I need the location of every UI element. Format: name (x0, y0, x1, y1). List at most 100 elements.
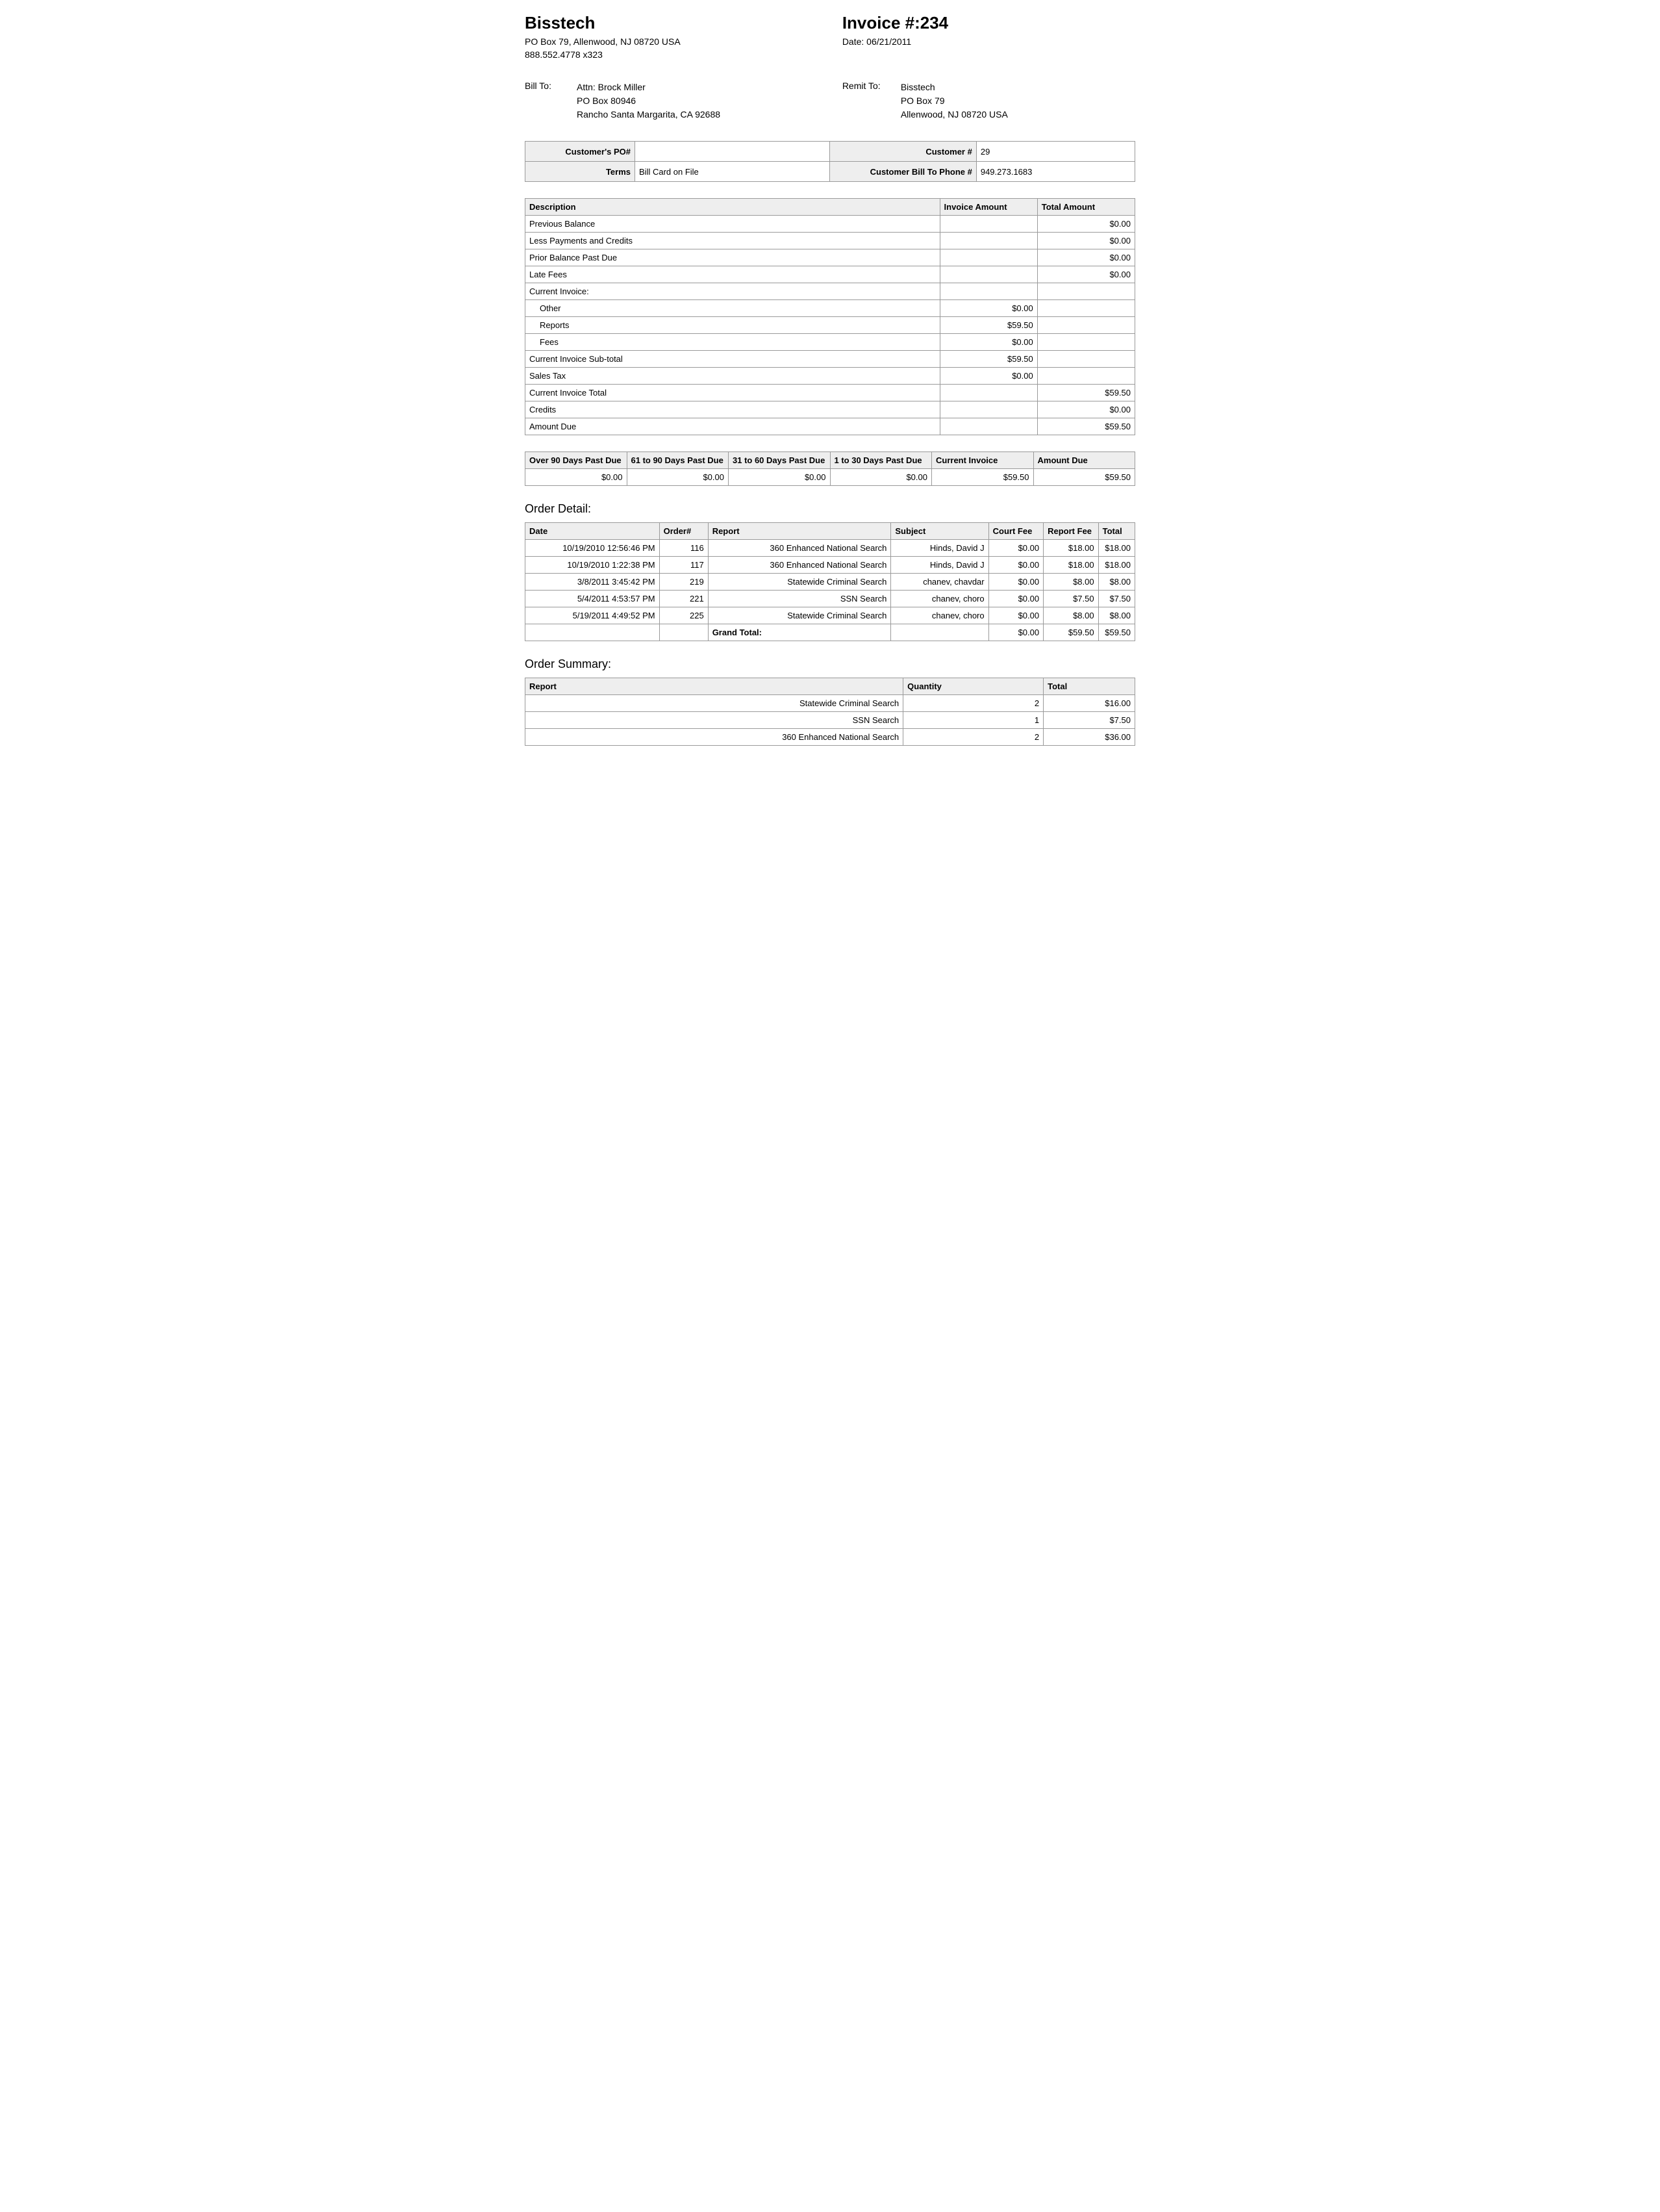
summary-invoice-amount (940, 216, 1037, 233)
customer-info-table: Customer's PO# Customer # 29 Terms Bill … (525, 141, 1135, 182)
aging-value: $59.50 (932, 469, 1034, 486)
order-detail-cell: 221 (659, 591, 708, 607)
order-summary-cell: $7.50 (1044, 712, 1135, 729)
aging-value: $0.00 (729, 469, 831, 486)
billto-phone-value: 949.273.1683 (976, 162, 1135, 182)
aging-value: $0.00 (830, 469, 932, 486)
aging-value: $59.50 (1033, 469, 1135, 486)
order-detail-cell: 219 (659, 574, 708, 591)
aging-header: 61 to 90 Days Past Due (627, 452, 729, 469)
order-summary-header: Quantity (903, 678, 1044, 695)
order-detail-cell: 225 (659, 607, 708, 624)
order-detail-cell (891, 624, 988, 641)
order-detail-cell: chanev, choro (891, 591, 988, 607)
order-summary-title: Order Summary: (525, 657, 1135, 671)
summary-desc: Less Payments and Credits (525, 233, 940, 249)
order-detail-title: Order Detail: (525, 502, 1135, 516)
order-detail-cell: chanev, choro (891, 607, 988, 624)
bill-to-line: Rancho Santa Margarita, CA 92688 (577, 108, 720, 121)
summary-desc: Amount Due (525, 418, 940, 435)
order-detail-cell: $0.00 (988, 607, 1044, 624)
order-detail-header: Court Fee (988, 523, 1044, 540)
order-detail-cell: 116 (659, 540, 708, 557)
summary-total-amount: $0.00 (1037, 266, 1135, 283)
aging-header: 31 to 60 Days Past Due (729, 452, 831, 469)
order-summary-cell: $16.00 (1044, 695, 1135, 712)
order-detail-cell: $18.00 (1098, 540, 1135, 557)
order-detail-cell: 5/19/2011 4:49:52 PM (525, 607, 660, 624)
terms-label: Terms (525, 162, 635, 182)
invoice-header: Bisstech PO Box 79, Allenwood, NJ 08720 … (525, 13, 1135, 61)
grand-total-value: $59.50 (1044, 624, 1099, 641)
summary-total-amount: $0.00 (1037, 216, 1135, 233)
col-total-amount: Total Amount (1037, 199, 1135, 216)
order-summary-cell: 360 Enhanced National Search (525, 729, 903, 746)
order-detail-cell: $8.00 (1098, 607, 1135, 624)
summary-invoice-amount (940, 233, 1037, 249)
summary-total-amount: $0.00 (1037, 233, 1135, 249)
summary-total-amount: $59.50 (1037, 418, 1135, 435)
order-summary-cell: $36.00 (1044, 729, 1135, 746)
aging-table: Over 90 Days Past Due61 to 90 Days Past … (525, 451, 1135, 486)
grand-total-value: $0.00 (988, 624, 1044, 641)
invoice-title: Invoice #:234 (842, 13, 1135, 33)
summary-desc: Previous Balance (525, 216, 940, 233)
order-summary-cell: Statewide Criminal Search (525, 695, 903, 712)
order-detail-cell: Statewide Criminal Search (708, 607, 891, 624)
order-detail-cell: $0.00 (988, 540, 1044, 557)
summary-desc: Fees (525, 334, 940, 351)
order-detail-cell: 360 Enhanced National Search (708, 540, 891, 557)
vendor-name: Bisstech (525, 13, 818, 33)
bill-to-line: PO Box 80946 (577, 94, 720, 108)
summary-desc: Other (525, 300, 940, 317)
order-detail-header: Report Fee (1044, 523, 1099, 540)
grand-total-value: $59.50 (1098, 624, 1135, 641)
summary-invoice-amount (940, 401, 1037, 418)
po-value (635, 142, 830, 162)
aging-value: $0.00 (627, 469, 729, 486)
summary-total-amount (1037, 300, 1135, 317)
summary-desc: Prior Balance Past Due (525, 249, 940, 266)
billto-phone-label: Customer Bill To Phone # (830, 162, 976, 182)
summary-total-amount (1037, 317, 1135, 334)
order-detail-cell: 360 Enhanced National Search (708, 557, 891, 574)
order-detail-cell: $18.00 (1044, 557, 1099, 574)
order-detail-cell: Hinds, David J (891, 540, 988, 557)
summary-total-amount: $0.00 (1037, 401, 1135, 418)
order-detail-header: Total (1098, 523, 1135, 540)
aging-header: 1 to 30 Days Past Due (830, 452, 932, 469)
summary-invoice-amount (940, 418, 1037, 435)
summary-total-amount (1037, 351, 1135, 368)
order-detail-cell: chanev, chavdar (891, 574, 988, 591)
invoice-date: Date: 06/21/2011 (842, 36, 1135, 49)
order-summary-table: ReportQuantityTotal Statewide Criminal S… (525, 678, 1135, 746)
summary-desc: Credits (525, 401, 940, 418)
order-detail-header: Subject (891, 523, 988, 540)
order-detail-cell: 10/19/2010 12:56:46 PM (525, 540, 660, 557)
summary-total-amount (1037, 368, 1135, 385)
order-detail-cell: $18.00 (1098, 557, 1135, 574)
remit-to-label: Remit To: (842, 81, 901, 121)
order-detail-header: Report (708, 523, 891, 540)
summary-total-amount: $0.00 (1037, 249, 1135, 266)
order-detail-cell: $0.00 (988, 557, 1044, 574)
po-label: Customer's PO# (525, 142, 635, 162)
order-summary-cell: SSN Search (525, 712, 903, 729)
order-detail-table: DateOrder#ReportSubjectCourt FeeReport F… (525, 522, 1135, 641)
order-detail-cell: $8.00 (1044, 574, 1099, 591)
remit-to-line: Allenwood, NJ 08720 USA (901, 108, 1008, 121)
summary-invoice-amount (940, 249, 1037, 266)
customer-number-value: 29 (976, 142, 1135, 162)
summary-desc: Sales Tax (525, 368, 940, 385)
summary-desc: Late Fees (525, 266, 940, 283)
summary-invoice-amount: $0.00 (940, 368, 1037, 385)
remit-to-line: Bisstech (901, 81, 1008, 94)
order-detail-cell: $8.00 (1098, 574, 1135, 591)
order-detail-cell: SSN Search (708, 591, 891, 607)
order-summary-cell: 2 (903, 729, 1044, 746)
summary-invoice-amount (940, 385, 1037, 401)
order-summary-cell: 2 (903, 695, 1044, 712)
order-detail-header: Order# (659, 523, 708, 540)
summary-invoice-amount: $59.50 (940, 351, 1037, 368)
order-detail-cell: Statewide Criminal Search (708, 574, 891, 591)
